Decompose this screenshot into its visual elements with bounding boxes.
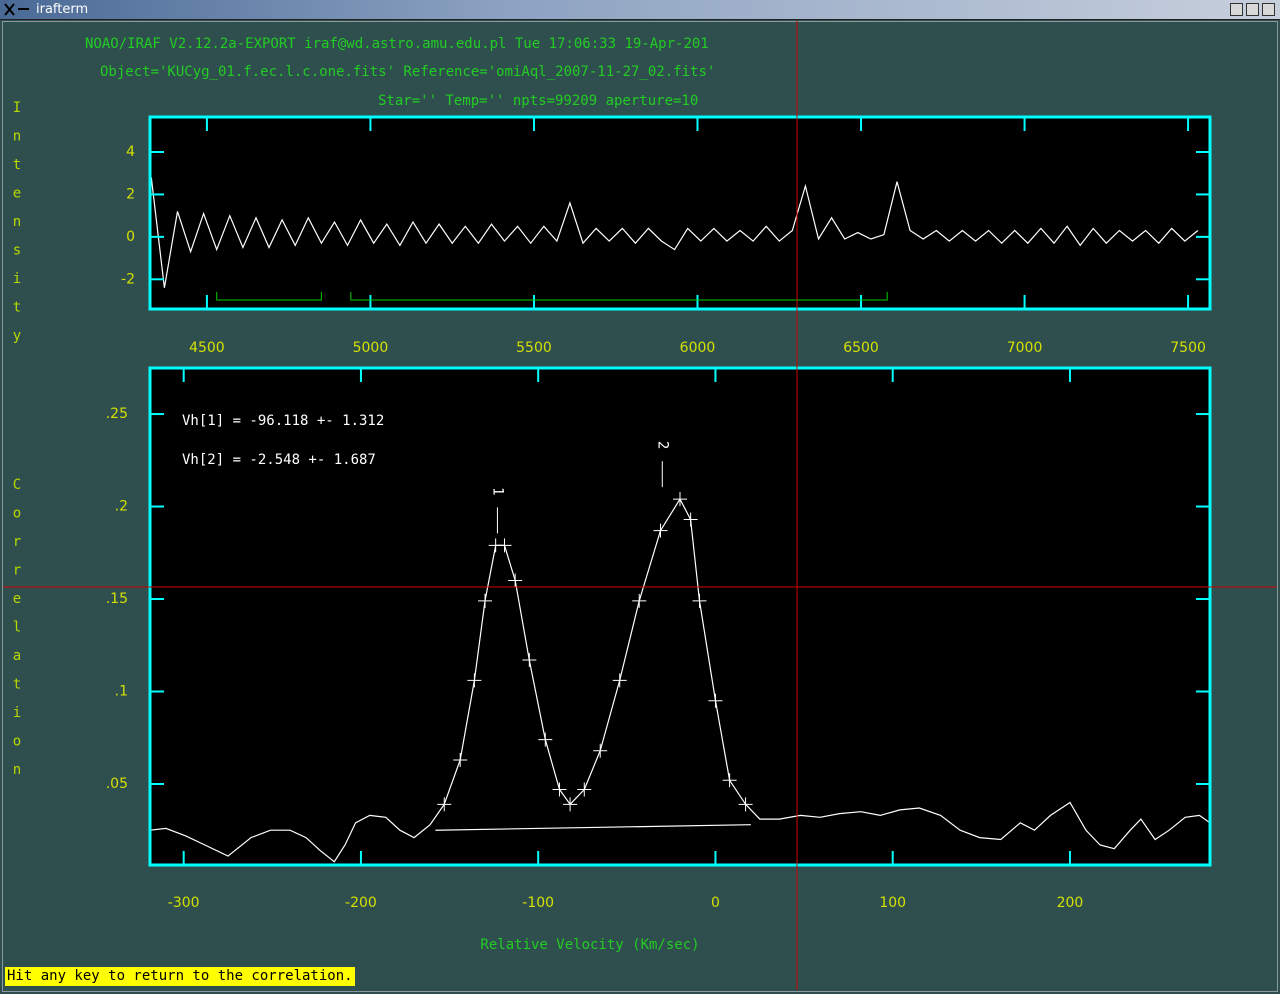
y-tick-label: 2 xyxy=(126,186,135,202)
fit-point xyxy=(467,673,482,688)
minimize-button[interactable] xyxy=(1230,3,1243,16)
fit-point xyxy=(692,593,707,608)
plot-area xyxy=(150,368,1210,865)
y-tick-label: .2 xyxy=(115,499,128,515)
fit-point xyxy=(508,573,523,588)
close-button[interactable] xyxy=(1262,3,1275,16)
fit-point xyxy=(738,797,753,812)
y-tick-label: .25 xyxy=(106,406,128,422)
fit-point xyxy=(437,797,452,812)
fit-point xyxy=(708,693,723,708)
fit-point xyxy=(673,492,687,507)
x-tick-label: 6000 xyxy=(680,340,716,356)
y-tick-label: -2 xyxy=(121,271,135,287)
x-tick-label: 0 xyxy=(711,895,720,911)
fit-point xyxy=(538,732,553,747)
plot-content xyxy=(150,492,1210,863)
x-tick-label: 6500 xyxy=(843,340,879,356)
x-tick-label: 5500 xyxy=(516,340,552,356)
peak-label: 2 xyxy=(654,441,670,449)
peak-label: 1 xyxy=(489,487,505,495)
fit-point xyxy=(653,523,668,538)
header-line: Object='KUCyg_01.f.ec.l.c.one.fits' Refe… xyxy=(100,64,715,80)
y-tick-label: .1 xyxy=(115,684,128,700)
x-tick-label: 4500 xyxy=(189,340,225,356)
fit-point xyxy=(497,538,512,553)
fit-point xyxy=(577,782,592,797)
fit-point xyxy=(632,593,647,608)
x-tick-label: 7000 xyxy=(1007,340,1043,356)
annotation: Vh[2] = -2.548 +- 1.687 xyxy=(182,452,376,468)
fit-point xyxy=(612,673,627,688)
sample-region xyxy=(350,292,888,301)
annotation: Vh[1] = -96.118 +- 1.312 xyxy=(182,413,384,429)
plot-frame xyxy=(148,115,1212,311)
status-message: Hit any key to return to the correlation… xyxy=(5,967,355,986)
fit-point xyxy=(453,752,468,767)
fit-point xyxy=(683,512,698,527)
fit-baseline xyxy=(435,824,751,831)
y-axis-title: Intensity xyxy=(9,100,25,357)
header-line: NOAO/IRAF V2.12.2a-EXPORT iraf@wd.astro.… xyxy=(85,36,709,52)
y-axis-title: Correlation xyxy=(9,477,25,791)
x-tick-label: 200 xyxy=(1057,895,1084,911)
y-tick-label: .15 xyxy=(106,591,128,607)
fit-point xyxy=(522,653,537,668)
x-tick-label: -100 xyxy=(522,895,554,911)
x-axis-title: Relative Velocity (Km/sec) xyxy=(480,937,699,953)
y-tick-label: 0 xyxy=(126,229,135,245)
fit-point xyxy=(593,743,608,758)
terminal xyxy=(2,21,1278,992)
y-tick-label: 4 xyxy=(126,144,135,160)
fit-point xyxy=(563,797,578,812)
x-tick-label: -300 xyxy=(168,895,200,911)
data-line xyxy=(150,177,1199,288)
fit-point xyxy=(722,773,737,788)
window-icon xyxy=(4,3,29,16)
fit-point xyxy=(478,593,493,608)
window-title: irafterm xyxy=(36,2,89,17)
x-tick-label: -200 xyxy=(345,895,377,911)
maximize-button[interactable] xyxy=(1246,3,1259,16)
plot-frame xyxy=(148,366,1212,867)
x-tick-label: 7500 xyxy=(1170,340,1206,356)
fit-point xyxy=(552,782,567,797)
x-tick-label: 5000 xyxy=(353,340,389,356)
x-tick-label: 100 xyxy=(879,895,906,911)
plot-content xyxy=(150,177,1199,288)
header-line: Star='' Temp='' npts=99209 aperture=10 xyxy=(378,93,698,109)
title-bar: irafterm xyxy=(0,0,1280,20)
y-tick-label: .05 xyxy=(106,776,128,792)
plot-area xyxy=(150,117,1210,309)
sample-region xyxy=(216,292,322,301)
